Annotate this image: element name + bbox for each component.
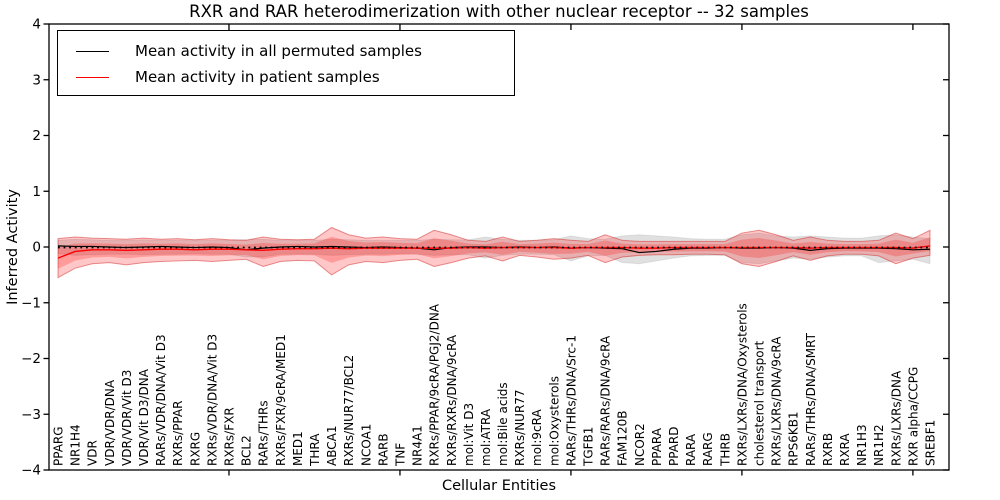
x-tick-label: PPARA bbox=[650, 427, 664, 466]
x-tick-label: TGFB1 bbox=[582, 427, 596, 467]
y-tick-label: −3 bbox=[21, 407, 41, 423]
x-tick-label: NR1H2 bbox=[872, 424, 886, 466]
x-tick-label: cholesterol transport bbox=[753, 340, 767, 466]
x-tick-label: RXRs/FXR/9cRA/MED1 bbox=[274, 334, 288, 466]
y-tick-label: −1 bbox=[21, 295, 41, 311]
y-tick-label: −4 bbox=[21, 463, 41, 479]
x-tick-label: RARG bbox=[701, 432, 715, 466]
x-tick-label: RXR alpha/CCPG bbox=[906, 367, 920, 466]
x-tick-label: RARs/THRs bbox=[257, 400, 271, 466]
x-tick-label: NR1H4 bbox=[69, 424, 83, 466]
x-tick-label: RXRB bbox=[821, 433, 835, 466]
red-band-outer bbox=[57, 226, 931, 279]
y-tick-label: 2 bbox=[32, 128, 41, 144]
x-tick-label: THRA bbox=[308, 433, 322, 467]
x-tick-label: RARs/RARs/DNA/9cRA bbox=[599, 335, 613, 466]
red-line-swatch bbox=[76, 76, 109, 78]
x-tick-label: RXRs/PPAR bbox=[171, 401, 185, 466]
x-tick-label: RXRs/NUR77 bbox=[513, 389, 527, 466]
red-band-inner bbox=[58, 236, 930, 269]
x-tick-label: FAM120B bbox=[616, 411, 630, 467]
x-tick-label: RXRs/NUR77/BCL2 bbox=[342, 355, 356, 466]
y-tick-label: 0 bbox=[32, 240, 41, 256]
x-axis-label: Cellular Entities bbox=[441, 478, 557, 494]
x-tick-label: RXRs/LXRs/DNA/9cRA bbox=[770, 336, 784, 466]
x-tick-label: TNF bbox=[393, 443, 407, 467]
x-tick-label: RARs/VDR/DNA/Vit D3 bbox=[154, 334, 168, 466]
y-tick-label: 1 bbox=[32, 184, 41, 200]
x-tick-label: RXRs/VDR/DNA/Vit D3 bbox=[205, 334, 219, 466]
x-tick-label: NR1H3 bbox=[855, 424, 869, 466]
x-tick-label: THRB bbox=[718, 433, 732, 467]
x-tick-label: RARA bbox=[684, 433, 698, 466]
x-tick-label: RARs/THRs/DNA/Src-1 bbox=[564, 335, 578, 466]
legend: Mean activity in all permuted samples Me… bbox=[57, 30, 515, 96]
legend-label-patient: Mean activity in patient samples bbox=[135, 68, 380, 86]
x-tick-label: VDR/Vit D3/DNA bbox=[137, 368, 151, 466]
legend-item-patient: Mean activity in patient samples bbox=[76, 64, 514, 90]
x-tick-label: NR4A1 bbox=[411, 425, 425, 466]
x-tick-label: RXRs/RXRs/DNA/9cRA bbox=[445, 334, 459, 466]
x-tick-label: mol:ATRA bbox=[479, 408, 493, 466]
x-tick-label: RPS6KB1 bbox=[787, 411, 801, 466]
x-tick-label: VDR/VDR/Vit D3 bbox=[120, 370, 134, 466]
x-tick-label: SREBF1 bbox=[924, 420, 938, 466]
y-tick-label: −2 bbox=[21, 351, 41, 367]
y-tick-label: 4 bbox=[32, 17, 41, 33]
x-tick-label: RXRs/LXRs/DNA/Oxysterols bbox=[735, 303, 749, 466]
x-tick-label: RARB bbox=[376, 433, 390, 466]
x-tick-label: PPARD bbox=[667, 427, 681, 467]
y-axis-label: Inferred Activity bbox=[5, 189, 21, 305]
x-tick-label: MED1 bbox=[291, 431, 305, 466]
black-line-swatch bbox=[76, 50, 109, 52]
x-tick-label: mol:Oxysterols bbox=[547, 376, 561, 466]
legend-item-permuted: Mean activity in all permuted samples bbox=[76, 38, 514, 64]
legend-label-permuted: Mean activity in all permuted samples bbox=[135, 42, 422, 60]
y-tick-label: 3 bbox=[32, 72, 41, 88]
x-tick-label: RARs/THRs/DNA/SMRT bbox=[804, 332, 818, 466]
x-tick-label: RXRs/PPAR/9cRA/PGJ2/DNA bbox=[428, 303, 442, 466]
x-tick-label: NCOR2 bbox=[633, 423, 647, 466]
chart-title: RXR and RAR heterodimerization with othe… bbox=[189, 2, 809, 21]
x-tick-label: mol:Bile acids bbox=[496, 382, 510, 466]
patient-mean-line bbox=[57, 245, 931, 259]
x-tick-label: RXRs/FXR bbox=[222, 407, 236, 466]
x-tick-label: ABCA1 bbox=[325, 426, 339, 466]
x-tick-label: VDR bbox=[86, 440, 100, 466]
x-tick-label: mol:9cRA bbox=[530, 409, 544, 466]
x-tick-label: mol:Vit D3 bbox=[462, 403, 476, 466]
x-tick-label: PPARG bbox=[52, 426, 66, 466]
x-tick-label: RXRG bbox=[188, 432, 202, 466]
x-tick-label: NCOA1 bbox=[359, 424, 373, 466]
x-tick-label: VDR/VDR/DNA bbox=[103, 379, 117, 466]
x-tick-label: RXRA bbox=[838, 433, 852, 466]
x-tick-label: RXRs/LXRs/DNA bbox=[889, 370, 903, 466]
x-tick-label: BCL2 bbox=[240, 435, 254, 466]
